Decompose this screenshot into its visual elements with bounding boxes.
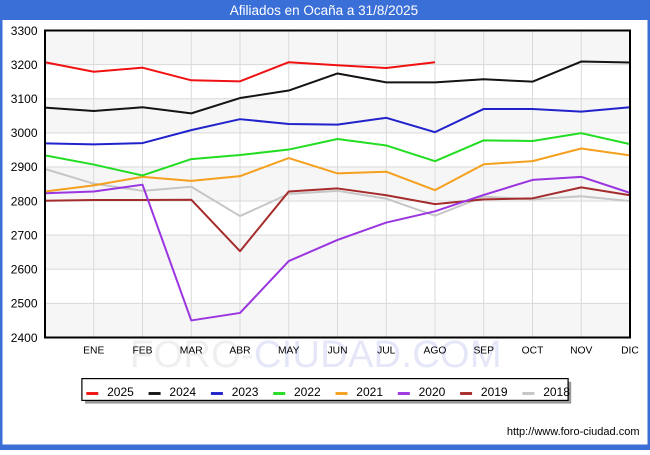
svg-text:http://www.foro-ciudad.com: http://www.foro-ciudad.com xyxy=(507,426,640,438)
svg-text:3300: 3300 xyxy=(11,24,38,38)
svg-text:2022: 2022 xyxy=(294,385,321,399)
svg-text:2700: 2700 xyxy=(11,228,38,242)
svg-text:2020: 2020 xyxy=(419,385,446,399)
svg-text:FEB: FEB xyxy=(132,346,152,357)
svg-text:2600: 2600 xyxy=(11,263,38,277)
svg-text:2400: 2400 xyxy=(11,331,38,345)
svg-text:DIC: DIC xyxy=(621,346,639,357)
svg-text:3200: 3200 xyxy=(11,58,38,72)
svg-text:JUN: JUN xyxy=(327,346,347,357)
svg-text:2019: 2019 xyxy=(481,385,508,399)
svg-text:3100: 3100 xyxy=(11,92,38,106)
svg-text:JUL: JUL xyxy=(377,346,396,357)
svg-text:OCT: OCT xyxy=(522,346,544,357)
svg-text:FORO-CIUDAD.COM: FORO-CIUDAD.COM xyxy=(130,334,502,376)
svg-text:ENE: ENE xyxy=(83,346,104,357)
svg-text:2800: 2800 xyxy=(11,194,38,208)
svg-text:MAY: MAY xyxy=(278,346,300,357)
svg-text:NOV: NOV xyxy=(570,346,592,357)
svg-text:Afiliados en Ocaña a 31/8/2025: Afiliados en Ocaña a 31/8/2025 xyxy=(230,3,418,18)
svg-text:2018: 2018 xyxy=(543,385,570,399)
svg-text:2021: 2021 xyxy=(356,385,383,399)
svg-text:ABR: ABR xyxy=(229,346,250,357)
svg-text:2024: 2024 xyxy=(169,385,196,399)
svg-text:3000: 3000 xyxy=(11,126,38,140)
svg-text:2500: 2500 xyxy=(11,297,38,311)
svg-text:MAR: MAR xyxy=(180,346,203,357)
svg-text:SEP: SEP xyxy=(473,346,494,357)
svg-text:2900: 2900 xyxy=(11,160,38,174)
svg-text:2025: 2025 xyxy=(107,385,134,399)
svg-text:2023: 2023 xyxy=(232,385,259,399)
svg-text:AGO: AGO xyxy=(424,346,447,357)
